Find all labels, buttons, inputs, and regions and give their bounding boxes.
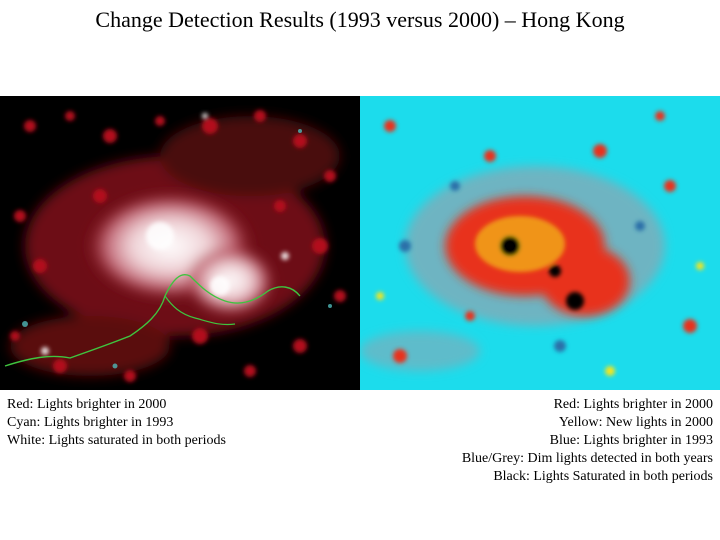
left-image-legend: Red: Lights brighter in 2000 Cyan: Light…: [7, 396, 226, 450]
legend-item: Cyan: Lights brighter in 1993: [7, 415, 174, 430]
legend-item: Black: Lights Saturated in both periods: [493, 469, 713, 484]
legend-item: Blue: Lights brighter in 1993: [549, 433, 713, 448]
legend-item: Yellow: New lights in 2000: [558, 415, 713, 430]
legend-item: Red: Lights brighter in 2000: [553, 397, 713, 412]
slide-title: Change Detection Results (1993 versus 20…: [95, 7, 625, 32]
night-lights-composite-image: [0, 96, 360, 390]
legend-item: Blue/Grey: Dim lights detected in both y…: [461, 451, 713, 466]
legend-item: Red: Lights brighter in 2000: [7, 397, 167, 412]
change-detection-map-image: [360, 96, 720, 390]
legend-item: White: Lights saturated in both periods: [7, 433, 226, 448]
right-image-legend: Red: Lights brighter in 2000 Yellow: New…: [462, 396, 713, 486]
